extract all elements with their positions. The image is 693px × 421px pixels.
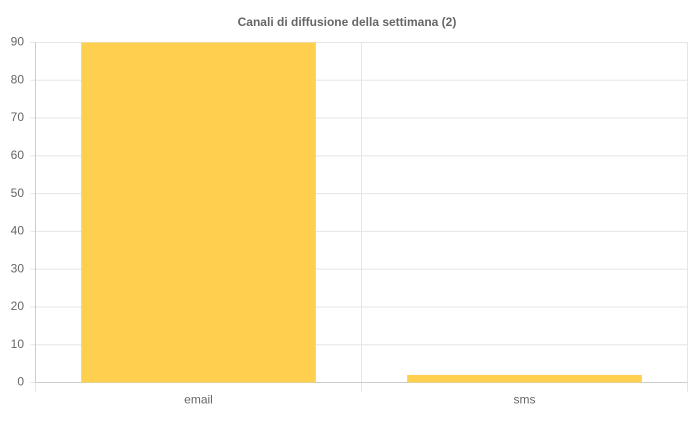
bar xyxy=(81,42,316,383)
y-tick-label: 0 xyxy=(17,375,24,389)
chart-title: Canali di diffusione della settimana (2) xyxy=(238,15,457,29)
bar xyxy=(407,374,642,383)
y-tick-label: 80 xyxy=(11,72,25,86)
x-tick-label: sms xyxy=(514,393,536,407)
y-tick-label: 40 xyxy=(11,224,25,238)
y-tick-label: 90 xyxy=(11,35,25,49)
y-tick-label: 60 xyxy=(11,148,25,162)
y-tick-label: 50 xyxy=(11,186,25,200)
y-tick-label: 30 xyxy=(11,261,25,275)
y-tick-label: 70 xyxy=(11,110,25,124)
x-tick-label: email xyxy=(184,393,213,407)
y-tick-label: 20 xyxy=(11,299,25,313)
y-tick-label: 10 xyxy=(11,337,25,351)
